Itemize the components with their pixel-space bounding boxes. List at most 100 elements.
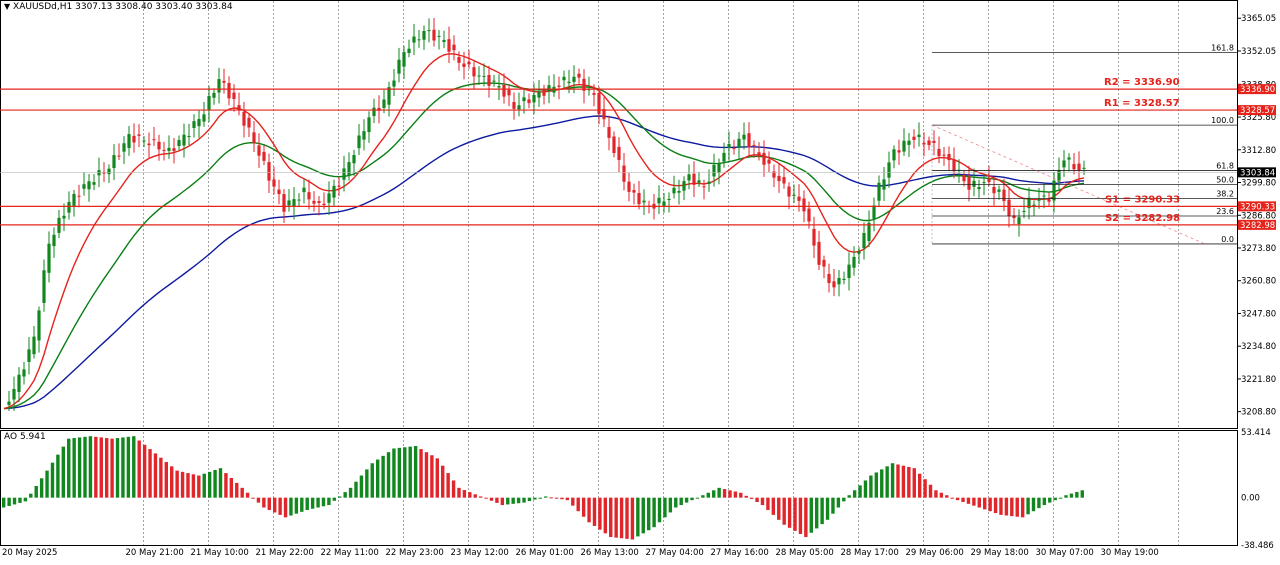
candle-body [457,57,461,63]
ao-bar [793,497,797,531]
candle-body [122,143,126,152]
ao-y-tick-label: 53.414 [1241,428,1271,438]
ao-bar [1053,497,1057,501]
candle [237,92,241,116]
candle-body [922,142,926,145]
candle [632,183,636,205]
ao-bar [321,497,326,507]
y-tick-label: 3260.80 [1241,277,1276,287]
candle-body [437,35,441,37]
ao-bar [782,497,786,525]
candle [747,122,751,156]
ao-bar [825,497,830,520]
candle-body [617,146,621,160]
candle-body [612,136,616,154]
candle [462,51,466,80]
ao-bar [739,492,743,498]
candle-body [387,87,391,105]
candle-body [752,144,756,146]
candle [67,191,71,220]
ao-y-tick-label: -38.486 [1241,541,1274,551]
ao-bar [7,497,11,506]
ao-bar [338,496,342,498]
candle-body [992,187,996,194]
candle-body [732,148,736,150]
candle-body [697,180,701,183]
candle [457,51,461,71]
candle [617,137,621,173]
candle [742,122,746,150]
candle-body [187,136,191,138]
candle-body [997,189,1001,192]
ao-bar [587,497,591,523]
pivot-label: S2 = 3282.98 [1105,213,1180,224]
candle [517,92,521,117]
candle-body [582,78,586,91]
candle-body [62,215,66,219]
ao-bar [614,497,618,538]
candle [622,152,626,191]
candle-body [852,256,856,268]
ao-bar [744,495,748,498]
candle [222,68,226,94]
candle [992,176,996,206]
candle [922,132,926,157]
ao-bar [12,497,17,505]
collapse-triangle-icon[interactable]: ▼ [4,2,11,11]
candle-body [627,181,631,192]
candle [722,142,726,168]
candle-body [742,134,746,140]
candle-body [232,92,236,100]
candle-body [317,201,321,203]
candle-body [1012,215,1016,219]
ao-bar [858,485,862,498]
candle [1042,183,1046,209]
candle [187,123,191,146]
candle-body [897,150,901,153]
candle-body [737,138,741,148]
ao-bar [646,497,651,531]
candle-body [762,152,766,165]
ao-bar [251,497,255,499]
candle-body [92,182,96,185]
candle [732,139,736,155]
candle [737,131,741,160]
candle-body [12,388,16,400]
ao-panel-frame [0,430,1238,546]
candle-body [402,52,406,67]
ao-bar [18,497,22,503]
ao-bar [896,464,900,498]
candle [977,179,981,198]
candle-body [1082,167,1086,169]
candle-body [372,107,376,117]
ao-bar [67,438,71,498]
candle [57,210,61,239]
candle-body [362,131,366,140]
ao-bar [939,492,944,498]
ao-indicator-label: AO 5.941 [4,432,46,442]
candle-body [352,155,356,164]
ao-bar [408,446,412,498]
ao-bar [148,449,152,498]
candle [382,89,386,114]
pivot-label: S1 = 3290.33 [1105,194,1180,205]
ao-bar [245,492,250,498]
candle [1007,187,1011,228]
candle [257,133,261,168]
candle [372,98,376,124]
ao-bar [722,489,727,498]
candle-body [142,140,146,142]
ao-bar [820,497,824,525]
candle [707,169,711,192]
candle [272,166,276,195]
ao-bar [1075,491,1079,498]
candle [252,121,256,152]
candle-body [747,133,751,148]
ao-bar [592,497,597,526]
ao-bar [912,468,916,498]
candle [1082,160,1086,176]
ao-bar [668,497,673,513]
ao-bar [890,463,895,498]
candle [522,88,526,114]
